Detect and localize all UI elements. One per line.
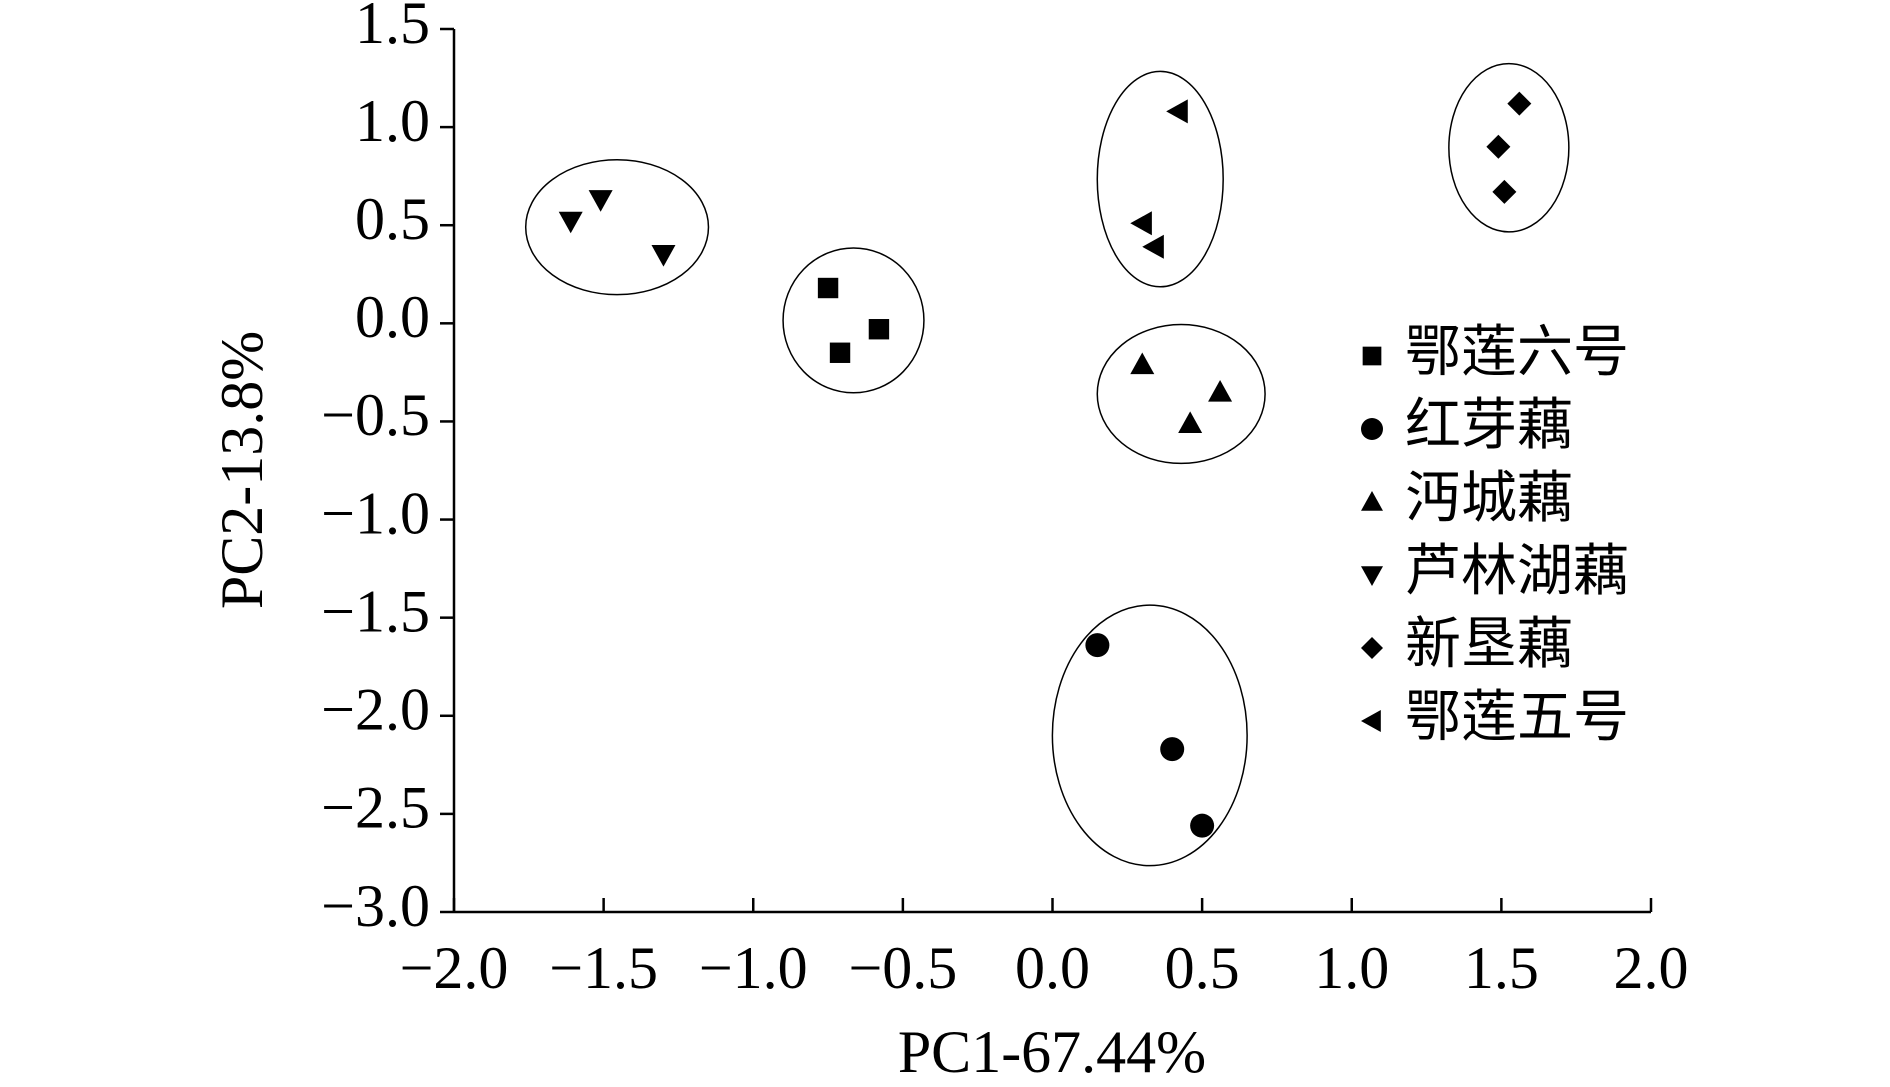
point [1492, 179, 1517, 204]
y-axis-label: PC2-13.8% [209, 331, 275, 609]
point [1190, 813, 1215, 838]
cluster-ellipse [524, 158, 710, 296]
y-tick-label: −3.0 [321, 873, 430, 939]
y-tick-label: 0.0 [355, 284, 430, 350]
point [1208, 380, 1233, 402]
legend-label: 红芽藕 [1405, 393, 1573, 458]
x-tick-label: 0.0 [1015, 935, 1090, 1001]
legend-marker [1361, 418, 1383, 440]
legend-marker [1361, 637, 1383, 659]
x-tick-label: 2.0 [1614, 935, 1689, 1001]
point [868, 319, 890, 340]
y-tick-label: −0.5 [321, 382, 430, 448]
legend-label: 鄂莲六号 [1405, 320, 1629, 385]
y-tick-label: 0.5 [355, 186, 430, 252]
point [1507, 91, 1532, 116]
x-axis-label: PC1-67.44% [898, 1019, 1206, 1085]
legend-label: 芦林湖藕 [1405, 539, 1629, 604]
point [1085, 633, 1110, 658]
y-tick-label: −2.0 [321, 677, 430, 743]
legend-marker [1361, 566, 1383, 586]
point [1166, 99, 1188, 124]
cluster-ellipse [1051, 604, 1248, 867]
point [651, 245, 676, 267]
legend-label: 鄂莲五号 [1405, 685, 1629, 750]
legend-marker [1362, 346, 1382, 366]
y-tick-label: −1.5 [321, 578, 430, 644]
x-tick-label: 1.5 [1464, 935, 1539, 1001]
point [1160, 737, 1185, 762]
x-tick-label: 1.0 [1314, 935, 1389, 1001]
legend-label: 沔城藕 [1405, 466, 1573, 531]
point [1130, 211, 1152, 236]
legend-marker [1361, 491, 1383, 511]
point [829, 342, 851, 363]
x-tick-label: 0.5 [1165, 935, 1240, 1001]
y-tick-label: 1.5 [355, 0, 430, 56]
legend-label: 新垦藕 [1405, 612, 1573, 677]
y-tick-label: −2.5 [321, 775, 430, 841]
cluster-ellipse [782, 247, 925, 394]
x-tick-label: −0.5 [848, 935, 957, 1001]
point [588, 190, 613, 212]
legend-marker [1361, 710, 1381, 732]
x-tick-label: −1.5 [549, 935, 658, 1001]
point [817, 277, 839, 299]
point [1130, 352, 1155, 375]
point [1486, 134, 1511, 159]
point [1178, 411, 1203, 434]
point [558, 211, 583, 234]
cluster-ellipse [1096, 323, 1266, 465]
cluster-ellipse [1096, 70, 1224, 288]
cluster-ellipse [1448, 62, 1570, 233]
y-tick-label: −1.0 [321, 480, 430, 546]
y-tick-label: 1.0 [355, 88, 430, 154]
x-tick-label: −1.0 [699, 935, 808, 1001]
x-tick-label: −2.0 [400, 935, 509, 1001]
point [1142, 234, 1164, 259]
